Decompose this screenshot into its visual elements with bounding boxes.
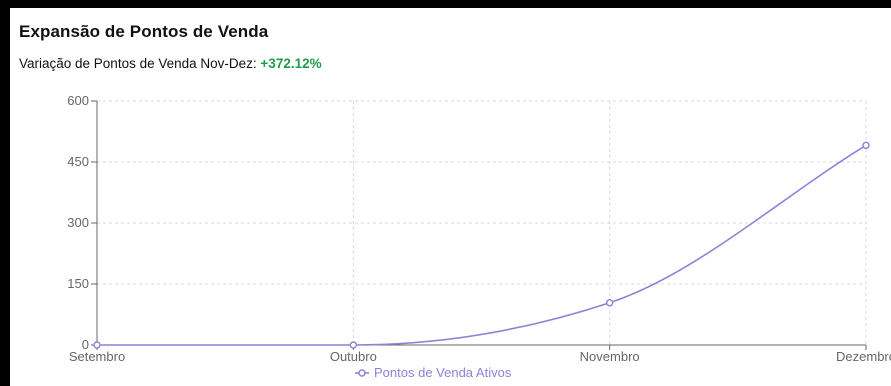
data-point	[349, 341, 358, 349]
y-tick-label: 0	[82, 337, 89, 352]
x-tick-label: Dezembro	[836, 349, 891, 364]
chart-grid	[97, 100, 867, 345]
y-tick-label: 450	[67, 154, 89, 169]
chart-card: Expansão de Pontos de Venda Variação de …	[10, 8, 891, 386]
y-tick-label: 150	[67, 276, 89, 291]
chart-title: Expansão de Pontos de Venda	[19, 22, 269, 41]
x-tick-label: Outubro	[330, 349, 377, 364]
series-line-pontos-de-venda-ativos	[96, 144, 867, 346]
variation-label: Variação de Pontos de Venda Nov-Dez:	[19, 56, 257, 71]
x-tick-label: Novembro	[580, 349, 640, 364]
y-tick-label: 600	[67, 93, 89, 108]
legend-label: Pontos de Venda Ativos	[374, 365, 512, 380]
y-axis-ticks: 0 150 300 450 600	[67, 93, 97, 352]
data-point	[862, 141, 870, 150]
x-tick-label: Setembro	[69, 349, 125, 364]
x-axis-ticks: Setembro Outubro Novembro Dezembro	[69, 345, 891, 364]
series-points	[93, 141, 870, 349]
variation-value: +372.12%	[260, 56, 322, 71]
y-tick-label: 300	[67, 215, 89, 230]
variation-summary: Variação de Pontos de Venda Nov-Dez: +37…	[19, 56, 322, 71]
data-point	[605, 299, 614, 307]
line-chart: 0 150 300 450 600 Setembro Outubro Novembro Dez…	[67, 93, 891, 380]
legend-point-icon	[358, 369, 366, 377]
chart-legend[interactable]: Pontos de Venda Ativos	[355, 365, 512, 380]
data-point	[93, 341, 101, 349]
